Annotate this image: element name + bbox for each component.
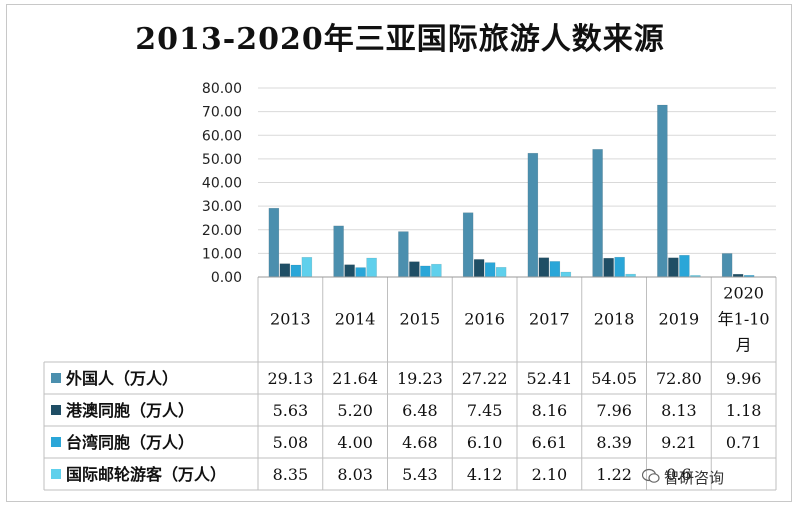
bar [398,231,409,278]
x-category-label: 2020 [723,284,764,303]
data-table-value: 6.48 [402,401,438,420]
legend-swatch [51,437,61,447]
x-category-label: 2016 [464,310,505,329]
legend-swatch [51,405,61,415]
bar [560,271,572,278]
bar [484,262,496,278]
data-table-value: 4.12 [467,465,503,484]
bar [603,257,614,278]
bar [355,267,366,278]
bar [614,256,625,278]
legend-label: 国际邮轮游客（万人） [66,465,226,484]
data-table-value: 7.96 [596,401,632,420]
bar [538,257,550,278]
data-table-value: 19.23 [397,369,443,388]
bar [279,263,291,278]
legend-swatch [51,373,61,383]
data-table-value: 4.68 [402,433,438,452]
bar [462,212,474,278]
wechat-icon [642,468,660,483]
data-table-value: 4.00 [337,433,373,452]
y-tick-label: 60.00 [202,128,242,144]
y-tick-label: 40.00 [202,176,242,192]
y-tick-label: 0.00 [211,270,242,286]
y-tick-label: 20.00 [202,223,242,239]
bar [592,149,603,278]
y-tick-label: 30.00 [202,199,242,215]
legend-label: 港澳同胞（万人） [66,401,194,420]
data-table-value: 27.22 [462,369,508,388]
bar [549,261,561,278]
x-category-label: 月 [736,336,752,355]
data-table-value: 21.64 [332,369,378,388]
y-tick-label: 70.00 [202,105,242,121]
bar [344,264,355,278]
data-table-value: 8.39 [596,433,632,452]
data-table-value: 5.43 [402,465,438,484]
y-tick-label: 80.00 [202,81,242,97]
data-table-value: 8.03 [337,465,373,484]
bar [290,264,302,278]
x-category-label: 2017 [529,310,570,329]
data-table-value: 5.08 [273,433,309,452]
x-category-label: 年1-10 [718,310,770,329]
bar [420,265,431,278]
x-category-label: 2014 [335,310,376,329]
data-table-value: 52.41 [526,369,572,388]
data-table-value: 29.13 [267,369,313,388]
x-category-label: 2019 [659,310,700,329]
data-table-value: 2.10 [532,465,568,484]
bar [527,152,539,278]
data-table-value: 0.6 [666,465,691,484]
bar [366,257,377,278]
bar [668,257,679,278]
watermark-text: 智研咨询 [664,469,725,487]
data-table-value: 7.45 [467,401,503,420]
bar [431,263,442,278]
legend-label: 外国人（万人） [65,369,178,388]
bar [679,254,690,278]
bar [473,259,485,278]
data-table-value: 72.80 [656,369,702,388]
x-category-label: 2018 [594,310,635,329]
data-table-value: 1.22 [596,465,632,484]
data-table-value: 8.16 [532,401,568,420]
x-category-label: 2013 [270,310,311,329]
data-table-value: 6.61 [532,433,568,452]
data-table-value: 8.35 [273,465,309,484]
chart-title: 2013-2020年三亚国际旅游人数来源 [135,22,665,57]
data-table-value: 9.21 [661,433,697,452]
legend-label: 台湾同胞（万人） [66,433,194,452]
data-table-value: 54.05 [591,369,637,388]
bar [301,257,313,278]
data-table-value: 9.96 [726,369,762,388]
bar [409,261,420,278]
legend-swatch [51,469,61,479]
bar [495,267,507,278]
bar [721,253,733,278]
data-table-value: 6.10 [467,433,503,452]
bar [333,225,344,278]
data-table-value: 5.63 [273,401,309,420]
data-table-value: 0.71 [726,433,762,452]
data-table-value: 1.18 [726,401,762,420]
x-category-label: 2015 [400,310,441,329]
y-tick-label: 50.00 [202,152,242,168]
y-tick-label: 10.00 [202,246,242,262]
bar [657,104,668,278]
data-table-value: 8.13 [661,401,697,420]
data-table-value: 5.20 [337,401,373,420]
bar [268,207,280,278]
